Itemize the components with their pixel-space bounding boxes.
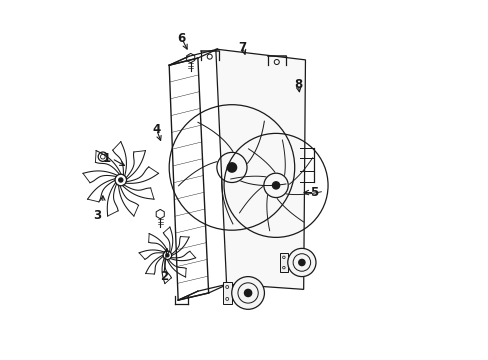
Circle shape [231, 276, 264, 309]
Circle shape [119, 178, 122, 182]
Circle shape [287, 248, 315, 276]
Circle shape [272, 182, 279, 189]
Text: 2: 2 [160, 270, 167, 283]
FancyBboxPatch shape [222, 282, 231, 303]
Text: 7: 7 [238, 41, 246, 54]
Circle shape [165, 254, 168, 257]
Text: 5: 5 [310, 186, 318, 199]
Polygon shape [215, 49, 305, 289]
Text: 8: 8 [294, 78, 302, 91]
Circle shape [244, 289, 251, 297]
Text: 4: 4 [152, 123, 161, 136]
Text: 1: 1 [102, 152, 110, 165]
Text: 6: 6 [177, 32, 185, 45]
Text: 3: 3 [93, 210, 102, 222]
FancyBboxPatch shape [280, 253, 287, 272]
Circle shape [298, 259, 305, 266]
Circle shape [227, 163, 236, 172]
